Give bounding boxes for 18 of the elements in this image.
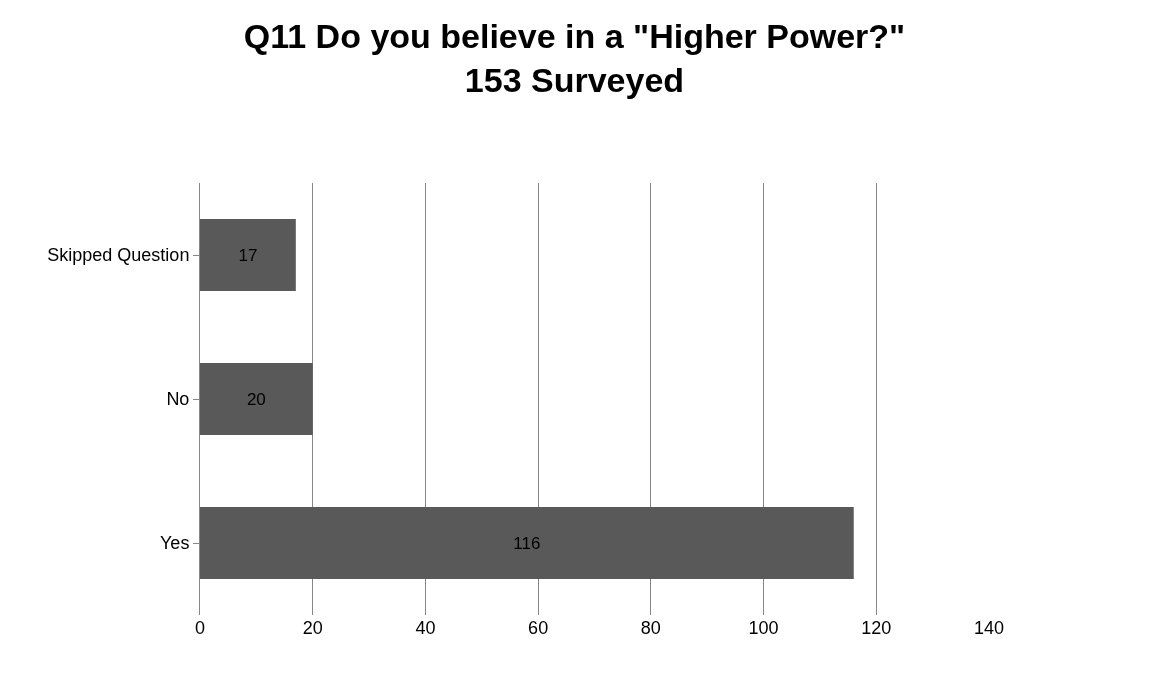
x-tick-label: 60 [528, 618, 549, 638]
x-tick-label: 20 [302, 618, 323, 638]
y-tick-label: Skipped Question [47, 245, 190, 266]
x-tick-label: 140 [973, 618, 1005, 638]
x-tick-label: 0 [194, 618, 206, 638]
data-label: 17 [238, 245, 258, 265]
data-label: 20 [246, 389, 266, 409]
x-tick-label: 80 [640, 618, 661, 638]
y-tick-label: No [166, 389, 190, 410]
x-tick-label: 120 [861, 618, 892, 638]
bar [200, 363, 313, 435]
x-tick-label: 100 [748, 618, 779, 638]
data-label: 116 [513, 533, 541, 553]
chart-title: Q11 Do you believe in a "Higher Power?" 153 Surveyed [243, 16, 906, 99]
x-tick-label: 40 [415, 618, 436, 638]
bar [200, 507, 854, 579]
y-tick-label: Yes [160, 533, 190, 554]
bar [200, 219, 296, 291]
